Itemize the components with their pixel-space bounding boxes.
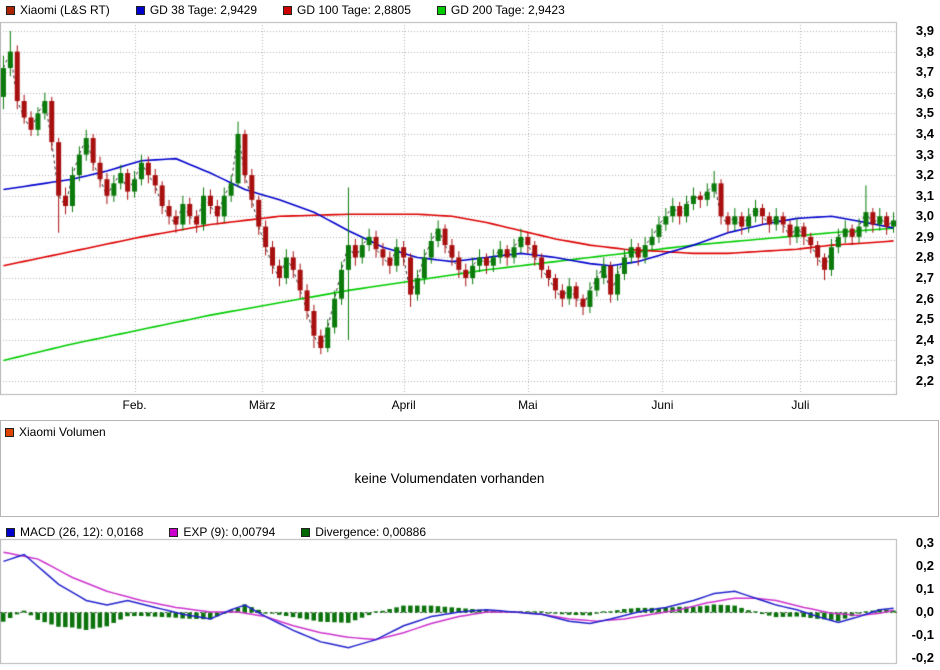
volume-legend: Xiaomi Volumen (5, 425, 106, 439)
macd-axis-tick: -0,2 (911, 650, 934, 665)
price-axis: 3,9 3,8 3,7 3,6 3,5 3,4 3,3 3,2 3,1 3,0 2,9 2,8 2,7 2… (900, 0, 934, 420)
macd-chart-canvas[interactable] (0, 538, 940, 670)
price-legend: Xiaomi (L&S RT) GD 38 Tage: 2,9429 GD 100 … (6, 3, 565, 17)
macd-axis-tick: 0,0 (915, 604, 934, 619)
macd-legend-swatch-icon (169, 527, 179, 537)
macd-legend-label: Divergence: 0,00886 (315, 525, 426, 539)
price-axis-tick: 3,9 (915, 23, 934, 38)
price-chart-panel: Xiaomi (L&S RT) GD 38 Tage: 2,9429 GD 100 … (0, 0, 940, 420)
price-legend-swatch-icon (283, 5, 293, 15)
price-axis-tick: 3,6 (915, 84, 934, 100)
price-legend-item: Xiaomi (L&S RT) (6, 3, 110, 17)
time-axis-label: Feb. (122, 398, 147, 412)
price-legend-item: GD 200 Tage: 2,9423 (436, 3, 565, 17)
macd-panel: MACD (26, 12): 0,0168 EXP (9): 0,00794 Div… (0, 520, 940, 670)
price-legend-label: Xiaomi (L&S RT) (20, 3, 110, 17)
price-legend-label: GD 200 Tage: 2,9423 (450, 3, 565, 17)
price-axis-tick: 2,4 (915, 331, 934, 347)
price-axis-tick: 3,4 (915, 125, 934, 141)
volume-panel: Xiaomi Volumen keine Volumendaten vorhan… (0, 420, 939, 517)
price-axis-tick: 2,9 (915, 228, 934, 244)
time-axis-label: Juli (791, 398, 810, 412)
price-axis-tick: 3,1 (915, 187, 934, 203)
volume-legend-swatch-icon (5, 427, 14, 437)
time-axis-label: Juni (651, 398, 674, 412)
price-axis-tick: 3,2 (915, 167, 934, 183)
macd-legend-swatch-icon (301, 527, 311, 537)
macd-legend-label: MACD (26, 12): 0,0168 (20, 525, 144, 539)
price-axis-tick: 2,6 (915, 290, 934, 306)
price-axis-tick: 2,7 (915, 270, 934, 286)
price-axis-tick: 3,3 (915, 146, 934, 162)
price-chart-canvas[interactable] (0, 0, 940, 420)
price-axis-tick: 3,7 (915, 64, 934, 80)
price-axis-tick: 2,5 (915, 311, 934, 327)
macd-legend: MACD (26, 12): 0,0168 EXP (9): 0,00794 Div… (6, 525, 426, 539)
price-axis-tick: 2,8 (915, 249, 934, 265)
time-axis-label: März (248, 398, 276, 412)
time-axis-label: Mai (518, 398, 538, 412)
macd-axis-tick: 0,1 (915, 581, 934, 596)
price-legend-swatch-icon (135, 5, 145, 15)
macd-legend-item: MACD (26, 12): 0,0168 (6, 525, 143, 539)
price-legend-swatch-icon (436, 5, 446, 15)
no-volume-message: keine Volumendaten vorhanden (354, 471, 545, 486)
macd-axis-tick: 0,3 (915, 535, 934, 550)
price-legend-item: GD 100 Tage: 2,8805 (283, 3, 411, 17)
macd-axis-tick: -0,1 (911, 627, 934, 642)
volume-legend-label: Xiaomi Volumen (19, 425, 106, 439)
macd-axis: 0,3 0,2 0,1 0,0 -0,1 -0,2 (900, 535, 934, 670)
price-axis-tick: 3,8 (915, 43, 934, 59)
price-axis-tick: 3,0 (915, 208, 934, 224)
price-legend-label: GD 38 Tage: 2,9429 (149, 3, 258, 17)
price-legend-label: GD 100 Tage: 2,8805 (297, 3, 411, 17)
time-axis: Feb. März April Mai Juni Juli (0, 398, 897, 414)
macd-legend-item: EXP (9): 0,00794 (169, 525, 275, 539)
volume-legend-item: Xiaomi Volumen (5, 425, 106, 439)
price-legend-item: GD 38 Tage: 2,9429 (135, 3, 258, 17)
price-axis-tick: 2,3 (915, 352, 934, 368)
macd-legend-swatch-icon (6, 527, 15, 537)
macd-legend-item: Divergence: 0,00886 (301, 525, 426, 539)
time-axis-label: April (391, 398, 416, 412)
price-legend-swatch-icon (6, 5, 15, 15)
macd-axis-tick: 0,2 (915, 558, 934, 573)
price-axis-tick: 3,5 (915, 105, 934, 121)
price-axis-tick: 2,2 (915, 373, 934, 388)
macd-legend-label: EXP (9): 0,00794 (183, 525, 276, 539)
